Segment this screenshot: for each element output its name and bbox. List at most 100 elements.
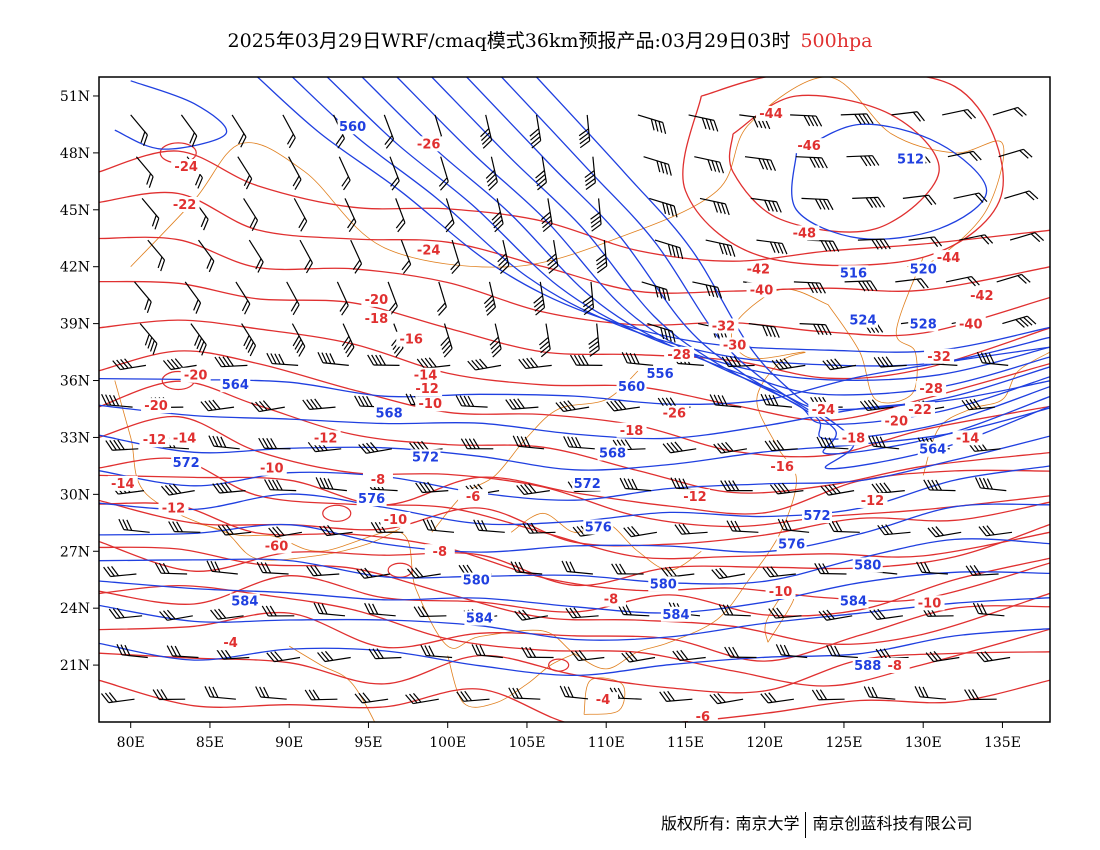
temperature-label-background <box>180 367 211 383</box>
wind-barb <box>768 607 802 619</box>
boundary-line <box>447 653 575 708</box>
temperature-label-background <box>588 692 619 708</box>
wind-barb <box>694 156 725 174</box>
wind-barb <box>852 196 886 208</box>
temperature-label-background <box>256 460 287 476</box>
temperature-label: -32 <box>927 350 951 365</box>
wind-barb <box>902 194 937 206</box>
wind-barb <box>184 281 202 314</box>
temperature-label: -8 <box>433 545 447 560</box>
height-contour-line <box>501 77 1050 455</box>
height-contour-line <box>536 77 1050 470</box>
wind-barb <box>720 480 753 492</box>
wind-barb <box>721 355 755 368</box>
temperature-label: -14 <box>414 369 438 384</box>
temperature-contour-layer <box>99 77 1050 722</box>
footer-company: 南京创蓝科技有限公司 <box>812 814 973 833</box>
wind-barb <box>771 358 806 370</box>
temperature-contour-line <box>99 350 1050 458</box>
wind-barb <box>647 323 676 343</box>
wind-barb <box>405 693 439 705</box>
temperature-contour-line <box>99 236 1050 337</box>
lat-tick-label: 30N <box>60 487 90 503</box>
wind-barb <box>395 198 406 233</box>
lat-tick-label: 33N <box>60 430 90 446</box>
wind-barb <box>584 156 596 190</box>
temperature-label-background <box>413 136 444 152</box>
height-label-background <box>597 445 628 461</box>
height-label: 524 <box>849 314 876 329</box>
temperature-label-background <box>933 250 964 266</box>
wind-barb <box>942 108 977 120</box>
wind-barb <box>976 651 1011 663</box>
wind-barb <box>637 114 667 134</box>
lat-tick-label: 45N <box>60 203 90 219</box>
wind-barb <box>473 519 505 533</box>
height-contour-line <box>361 77 1050 396</box>
temperature-label: -10 <box>769 585 793 600</box>
wind-barb <box>538 323 551 358</box>
wind-barb <box>415 481 449 494</box>
wind-barb <box>801 197 834 211</box>
temperature-label: -12 <box>861 494 885 509</box>
temperature-label: -20 <box>184 369 208 384</box>
wind-barb <box>293 198 308 232</box>
temperature-label: -14 <box>956 431 980 446</box>
height-label-background <box>229 593 260 609</box>
temperature-label-background <box>215 635 246 651</box>
wind-barb <box>383 114 395 149</box>
temperature-label: -32 <box>712 319 736 334</box>
height-contour-line <box>99 435 1050 501</box>
temperature-label-background <box>952 430 983 446</box>
temperature-label: -12 <box>415 382 439 397</box>
height-label-background <box>171 455 202 470</box>
wind-barb <box>724 646 757 659</box>
wind-barb <box>354 692 389 704</box>
wind-barb <box>877 524 911 536</box>
wind-barb <box>317 351 349 366</box>
wind-barb <box>1009 232 1045 243</box>
wind-barb <box>512 435 545 450</box>
wind-barb <box>1004 190 1039 201</box>
temperature-label: -10 <box>419 397 443 412</box>
wind-barb <box>762 566 796 578</box>
temperature-label: -18 <box>365 312 389 327</box>
wind-barb <box>974 477 1007 492</box>
wind-barb <box>358 442 393 454</box>
height-contour-line <box>99 407 1050 471</box>
height-label: 572 <box>412 450 439 465</box>
wind-barb <box>816 436 849 450</box>
wind-barb <box>204 686 236 700</box>
wind-barb <box>350 239 363 274</box>
wind-barb <box>118 518 150 533</box>
lon-tick-label: 120E <box>746 735 783 751</box>
wind-barb <box>569 354 603 366</box>
height-contour-line <box>466 77 1050 440</box>
wind-barb <box>818 609 853 621</box>
wind-barb <box>578 114 591 149</box>
temperature-label: -22 <box>173 198 197 213</box>
wind-barb <box>672 649 706 662</box>
wind-barb <box>134 281 152 314</box>
lon-tick-label: 90E <box>275 735 303 751</box>
wind-barb <box>908 236 943 247</box>
wind-barb <box>959 234 994 245</box>
wind-barb <box>807 239 840 252</box>
height-label: 512 <box>897 152 924 167</box>
wind-barb <box>304 689 338 701</box>
wind-barb <box>916 561 948 575</box>
boundary-line <box>922 351 1050 476</box>
wind-barb <box>826 645 858 659</box>
wind-barb <box>795 156 828 169</box>
wind-barb <box>748 323 780 338</box>
wind-barb <box>282 114 296 149</box>
temperature-label: -26 <box>663 407 687 422</box>
height-label: 568 <box>599 447 626 462</box>
lat-tick-label: 21N <box>60 658 90 674</box>
temperature-label: -12 <box>143 433 167 448</box>
temperature-contour-line <box>99 502 1050 602</box>
wind-barb <box>356 567 391 579</box>
wind-barb <box>873 356 907 368</box>
temperature-contour-line <box>99 679 1050 722</box>
